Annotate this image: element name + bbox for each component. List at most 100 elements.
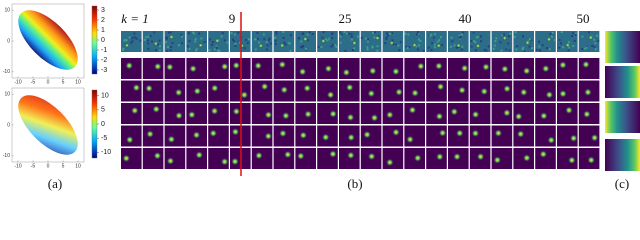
frame-tile (121, 103, 142, 124)
spot (210, 106, 219, 115)
spot (385, 158, 394, 167)
noise (335, 46, 338, 49)
noise (305, 47, 308, 50)
noise (234, 42, 237, 45)
frame-tile (251, 58, 273, 79)
spot (153, 41, 159, 47)
frame-tile (251, 148, 273, 169)
noise (385, 37, 388, 40)
spot (264, 132, 273, 141)
noise (149, 35, 152, 38)
spot (558, 89, 567, 98)
colorbar-tick-label: 0 (101, 37, 105, 44)
noise (237, 40, 240, 43)
spot (434, 62, 443, 71)
noise (215, 45, 218, 48)
noise (597, 39, 600, 42)
spot (541, 64, 550, 73)
spot (193, 87, 202, 96)
noise (575, 32, 578, 35)
basis-tile (605, 139, 640, 171)
spot (145, 84, 154, 93)
x-tick-label: 5 (62, 163, 65, 169)
spot (565, 42, 571, 48)
spot (395, 88, 404, 97)
noise (391, 32, 394, 35)
spot (565, 106, 574, 115)
noise (460, 33, 463, 36)
spot (471, 129, 480, 138)
spot (524, 40, 530, 46)
spot (328, 150, 337, 159)
noise (360, 36, 363, 39)
noise (147, 47, 150, 50)
noise (480, 40, 483, 43)
noise (330, 45, 333, 48)
frame-tile (339, 31, 360, 52)
spot (231, 127, 240, 136)
frame-tile (208, 103, 229, 124)
frame-tile (317, 80, 338, 102)
colorbar-tick-label: -3 (101, 67, 107, 74)
spot (453, 152, 462, 161)
noise (522, 49, 525, 52)
noise (169, 31, 172, 34)
noise (371, 31, 374, 34)
spot (166, 156, 175, 165)
noise (254, 38, 257, 41)
spot (130, 106, 139, 115)
basis-tile (605, 31, 640, 63)
noise (470, 39, 473, 42)
noise (166, 49, 169, 52)
noise (560, 31, 563, 34)
noise (321, 36, 324, 39)
noise (438, 39, 441, 42)
spot (320, 38, 326, 44)
frame-tile (186, 103, 207, 124)
spot (187, 110, 196, 119)
spot (125, 135, 134, 144)
noise (154, 49, 157, 52)
noise (350, 38, 353, 41)
noise (226, 41, 229, 44)
noise (522, 46, 525, 49)
noise (266, 44, 269, 47)
frame-tile (382, 80, 404, 102)
noise (186, 45, 189, 48)
spot (278, 129, 287, 138)
spot (283, 150, 292, 159)
spot (264, 110, 273, 119)
noise (366, 40, 369, 43)
noise (398, 49, 401, 52)
noise (339, 35, 342, 38)
noise (430, 48, 433, 51)
noise (535, 48, 538, 51)
noise (180, 42, 183, 45)
noise (164, 41, 167, 44)
noise (376, 45, 379, 48)
noise (223, 39, 226, 42)
noise (434, 33, 437, 36)
frame-tile (208, 80, 229, 102)
noise (408, 46, 411, 49)
spot (587, 156, 596, 165)
noise (326, 39, 329, 42)
noise (188, 40, 191, 43)
spot (260, 82, 269, 91)
noise (431, 42, 434, 45)
basis-tile (605, 101, 640, 133)
noise (515, 48, 518, 51)
spot (254, 61, 263, 70)
spot (326, 90, 335, 99)
noise (158, 49, 161, 52)
noise (170, 46, 173, 49)
noise (320, 46, 323, 49)
noise (328, 37, 331, 40)
noise (470, 45, 473, 48)
noise (258, 41, 261, 44)
noise (451, 40, 454, 43)
spot (502, 108, 511, 117)
spot (124, 42, 130, 48)
noise (215, 46, 218, 49)
